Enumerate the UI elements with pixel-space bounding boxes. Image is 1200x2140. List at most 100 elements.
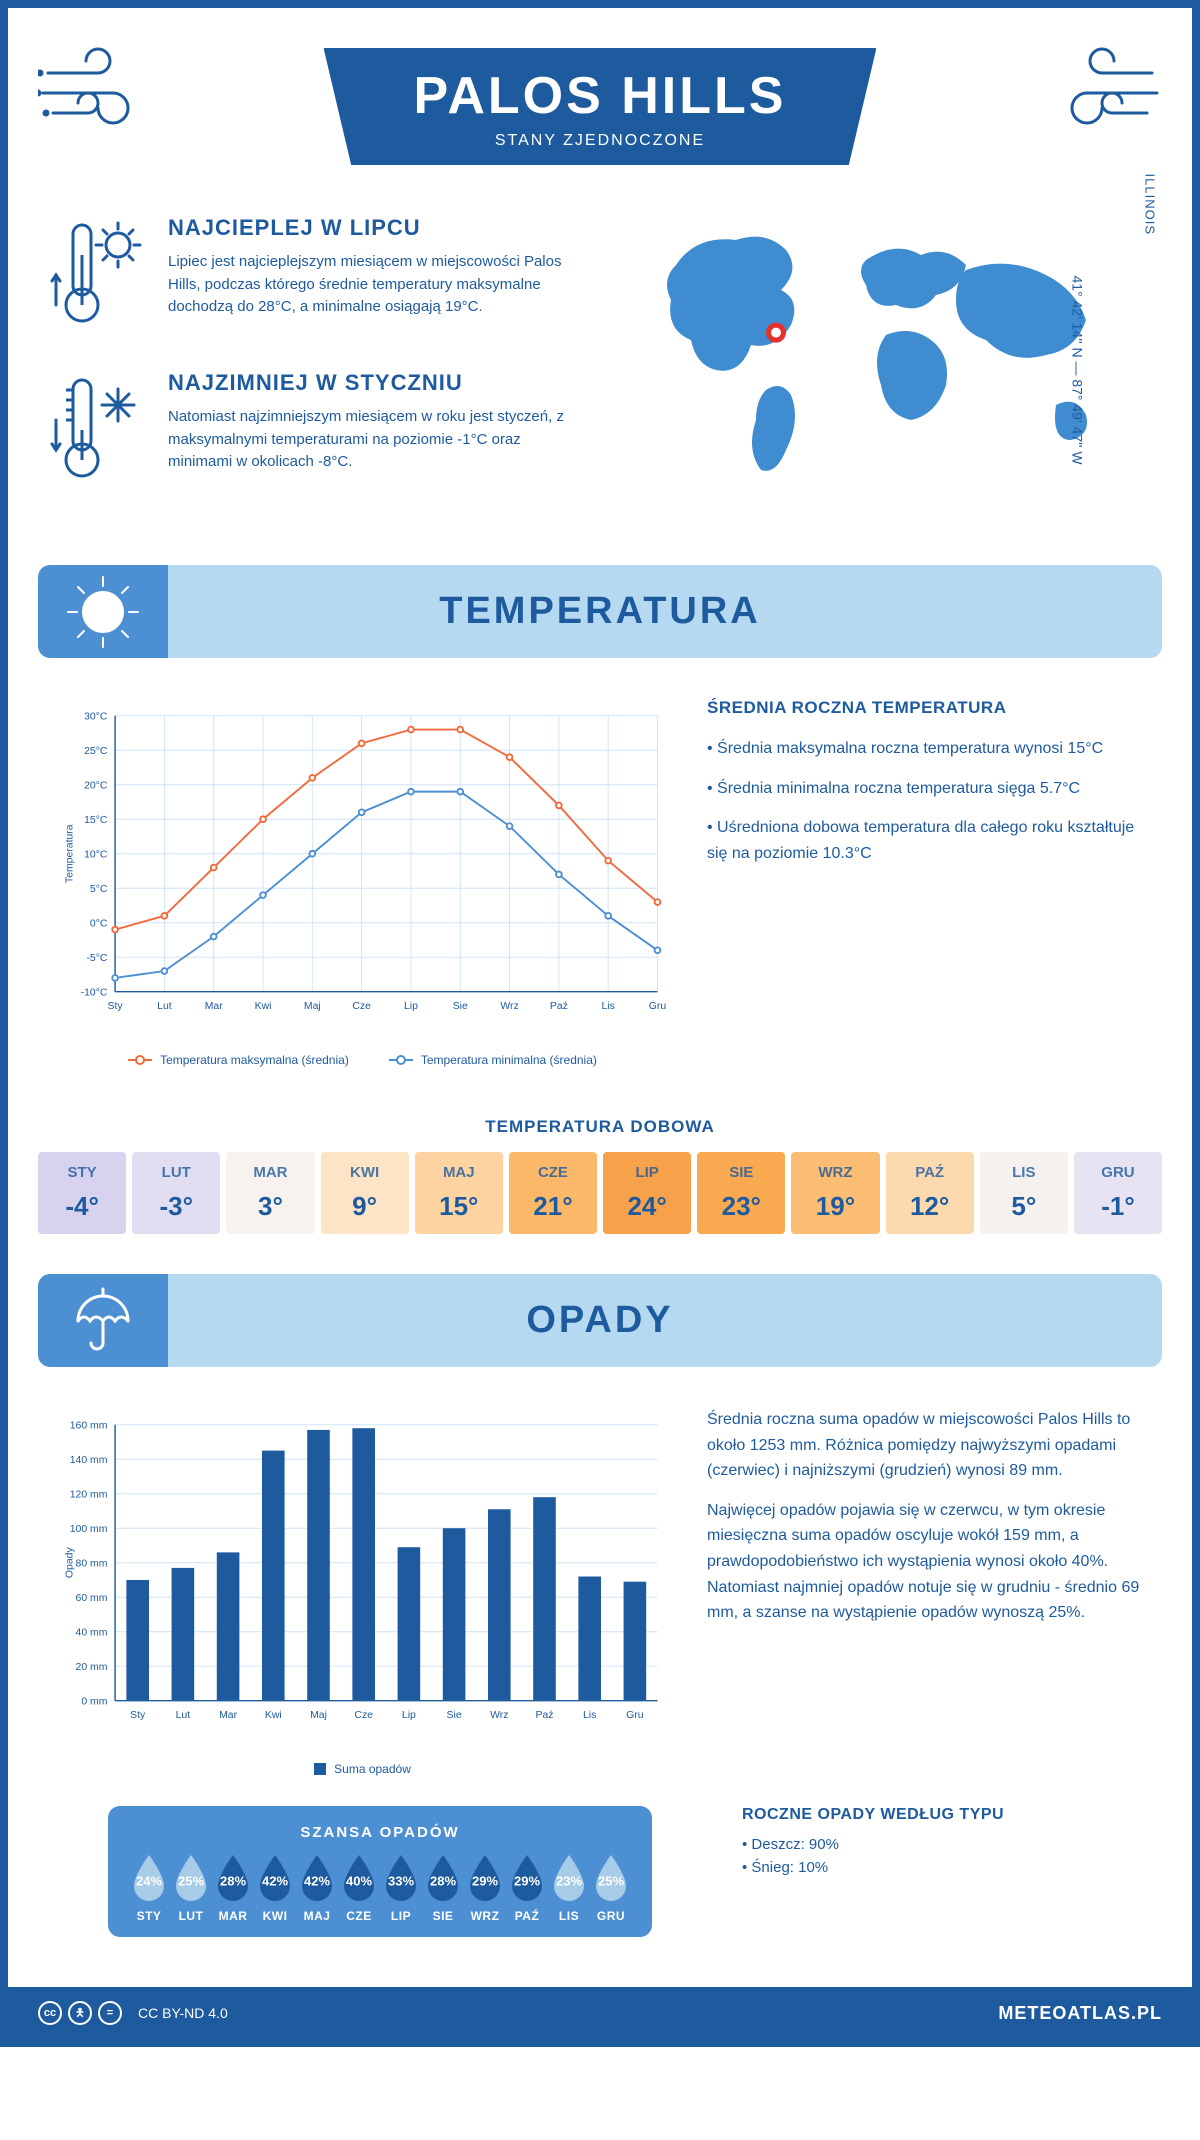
site-name: METEOATLAS.PL bbox=[998, 2003, 1162, 2024]
chance-month-label: STY bbox=[128, 1909, 170, 1923]
daily-temp-table: STY-4°LUT-3°MAR3°KWI9°MAJ15°CZE21°LIP24°… bbox=[38, 1152, 1162, 1234]
daily-temp-cell: PAŹ12° bbox=[886, 1152, 974, 1234]
svg-text:60 mm: 60 mm bbox=[76, 1593, 108, 1604]
temperature-title: TEMPERATURA bbox=[58, 590, 1142, 633]
daily-month-label: WRZ bbox=[795, 1164, 875, 1181]
precip-type-snow: • Śnieg: 10% bbox=[742, 1859, 1142, 1876]
license-badge: cc 🯅 = CC BY-ND 4.0 bbox=[38, 2001, 228, 2025]
intro-section: NAJCIEPLEJ W LIPCU Lipiec jest najcieple… bbox=[8, 195, 1192, 555]
svg-text:Paź: Paź bbox=[550, 1001, 568, 1012]
svg-text:Lis: Lis bbox=[601, 1001, 614, 1012]
chance-month-label: SIE bbox=[422, 1909, 464, 1923]
svg-text:100 mm: 100 mm bbox=[70, 1524, 108, 1535]
daily-temp-cell: WRZ19° bbox=[791, 1152, 879, 1234]
daily-temp-value: 23° bbox=[701, 1191, 781, 1222]
temp-info-point: Średnia maksymalna roczna temperatura wy… bbox=[707, 736, 1142, 762]
chance-month-label: CZE bbox=[338, 1909, 380, 1923]
svg-text:Gru: Gru bbox=[626, 1710, 644, 1721]
precip-legend: Suma opadów bbox=[58, 1762, 667, 1776]
precip-type-heading: ROCZNE OPADY WEDŁUG TYPU bbox=[742, 1806, 1142, 1824]
daily-temp-title: TEMPERATURA DOBOWA bbox=[8, 1117, 1192, 1137]
daily-temp-cell: SIE23° bbox=[697, 1152, 785, 1234]
temperature-info: ŚREDNIA ROCZNA TEMPERATURA Średnia maksy… bbox=[707, 698, 1142, 1067]
hottest-title: NAJCIEPLEJ W LIPCU bbox=[168, 215, 580, 241]
avg-temp-heading: ŚREDNIA ROCZNA TEMPERATURA bbox=[707, 698, 1142, 718]
raindrop-icon: 29% bbox=[464, 1853, 506, 1903]
precip-info-p2: Najwięcej opadów pojawia się w czerwcu, … bbox=[707, 1498, 1142, 1626]
daily-month-label: CZE bbox=[513, 1164, 593, 1181]
daily-temp-cell: KWI9° bbox=[321, 1152, 409, 1234]
daily-month-label: LIS bbox=[984, 1164, 1064, 1181]
chance-value: 40% bbox=[346, 1873, 372, 1888]
chance-value: 29% bbox=[472, 1873, 498, 1888]
svg-text:Wrz: Wrz bbox=[500, 1001, 518, 1012]
svg-text:Lut: Lut bbox=[157, 1001, 172, 1012]
raindrop-icon: 23% bbox=[548, 1853, 590, 1903]
daily-temp-cell: MAJ15° bbox=[415, 1152, 503, 1234]
cc-icon: cc bbox=[38, 2001, 62, 2025]
thermometer-hot-icon bbox=[48, 215, 148, 340]
temperature-legend: Temperatura maksymalna (średnia) Tempera… bbox=[58, 1053, 667, 1067]
precip-section-header: OPADY bbox=[38, 1274, 1162, 1367]
svg-text:30°C: 30°C bbox=[84, 712, 108, 723]
daily-temp-value: -4° bbox=[42, 1191, 122, 1222]
svg-text:-10°C: -10°C bbox=[81, 988, 108, 999]
chance-month-label: GRU bbox=[590, 1909, 632, 1923]
coordinates: 41° 42' 14'' N — 87° 49' 47'' W bbox=[1069, 275, 1085, 464]
raindrop-icon: 24% bbox=[128, 1853, 170, 1903]
chance-cell: 25% LUT bbox=[170, 1853, 212, 1923]
daily-temp-value: -1° bbox=[1078, 1191, 1158, 1222]
chance-month-label: MAR bbox=[212, 1909, 254, 1923]
svg-text:Paź: Paź bbox=[535, 1710, 553, 1721]
svg-text:20 mm: 20 mm bbox=[76, 1662, 108, 1673]
precip-type-rain: • Deszcz: 90% bbox=[742, 1836, 1142, 1853]
svg-text:Kwi: Kwi bbox=[255, 1001, 272, 1012]
svg-text:Wrz: Wrz bbox=[490, 1710, 508, 1721]
daily-temp-cell: GRU-1° bbox=[1074, 1152, 1162, 1234]
daily-temp-value: 3° bbox=[230, 1191, 310, 1222]
chance-cell: 33% LIP bbox=[380, 1853, 422, 1923]
wind-icon bbox=[38, 43, 178, 143]
license-text: CC BY-ND 4.0 bbox=[138, 2005, 228, 2021]
svg-text:-5°C: -5°C bbox=[86, 953, 107, 964]
chance-value: 29% bbox=[514, 1873, 540, 1888]
svg-text:10°C: 10°C bbox=[84, 850, 108, 861]
svg-text:Lip: Lip bbox=[402, 1710, 416, 1721]
country-subtitle: STANY ZJEDNOCZONE bbox=[414, 132, 787, 150]
svg-text:25°C: 25°C bbox=[84, 746, 108, 757]
svg-text:Lut: Lut bbox=[176, 1710, 191, 1721]
city-title: PALOS HILLS bbox=[414, 66, 787, 126]
daily-temp-cell: CZE 21° bbox=[509, 1152, 597, 1234]
chance-cell: 28% MAR bbox=[212, 1853, 254, 1923]
daily-temp-value: 21° bbox=[513, 1191, 593, 1222]
precip-chance-panel: SZANSA OPADÓW 24% STY 25% LUT 28% MAR 42… bbox=[108, 1806, 652, 1937]
daily-temp-value: 15° bbox=[419, 1191, 499, 1222]
daily-temp-value: 24° bbox=[607, 1191, 687, 1222]
svg-text:Mar: Mar bbox=[219, 1710, 238, 1721]
temp-info-point: Średnia minimalna roczna temperatura się… bbox=[707, 776, 1142, 802]
chance-month-label: PAŹ bbox=[506, 1909, 548, 1923]
svg-text:Lis: Lis bbox=[583, 1710, 596, 1721]
svg-text:Cze: Cze bbox=[354, 1710, 373, 1721]
daily-temp-cell: MAR3° bbox=[226, 1152, 314, 1234]
hottest-block: NAJCIEPLEJ W LIPCU Lipiec jest najcieple… bbox=[48, 215, 580, 340]
coldest-title: NAJZIMNIEJ W STYCZNIU bbox=[168, 370, 580, 396]
chance-value: 42% bbox=[304, 1873, 330, 1888]
svg-text:40 mm: 40 mm bbox=[76, 1628, 108, 1639]
svg-text:Opady: Opady bbox=[64, 1547, 75, 1579]
chance-month-label: MAJ bbox=[296, 1909, 338, 1923]
daily-temp-value: -3° bbox=[136, 1191, 216, 1222]
svg-text:Kwi: Kwi bbox=[265, 1710, 282, 1721]
wind-icon bbox=[1022, 43, 1162, 143]
chance-cell: 28% SIE bbox=[422, 1853, 464, 1923]
svg-text:Sty: Sty bbox=[108, 1001, 124, 1012]
svg-text:Temperatura: Temperatura bbox=[64, 824, 75, 883]
nd-icon: = bbox=[98, 2001, 122, 2025]
chance-value: 42% bbox=[262, 1873, 288, 1888]
daily-temp-cell: STY-4° bbox=[38, 1152, 126, 1234]
precip-chart: 0 mm20 mm40 mm60 mm80 mm100 mm120 mm140 … bbox=[58, 1407, 667, 1776]
chance-month-label: WRZ bbox=[464, 1909, 506, 1923]
title-banner: PALOS HILLS STANY ZJEDNOCZONE bbox=[324, 48, 877, 165]
svg-text:Lip: Lip bbox=[404, 1001, 418, 1012]
chance-month-label: LUT bbox=[170, 1909, 212, 1923]
